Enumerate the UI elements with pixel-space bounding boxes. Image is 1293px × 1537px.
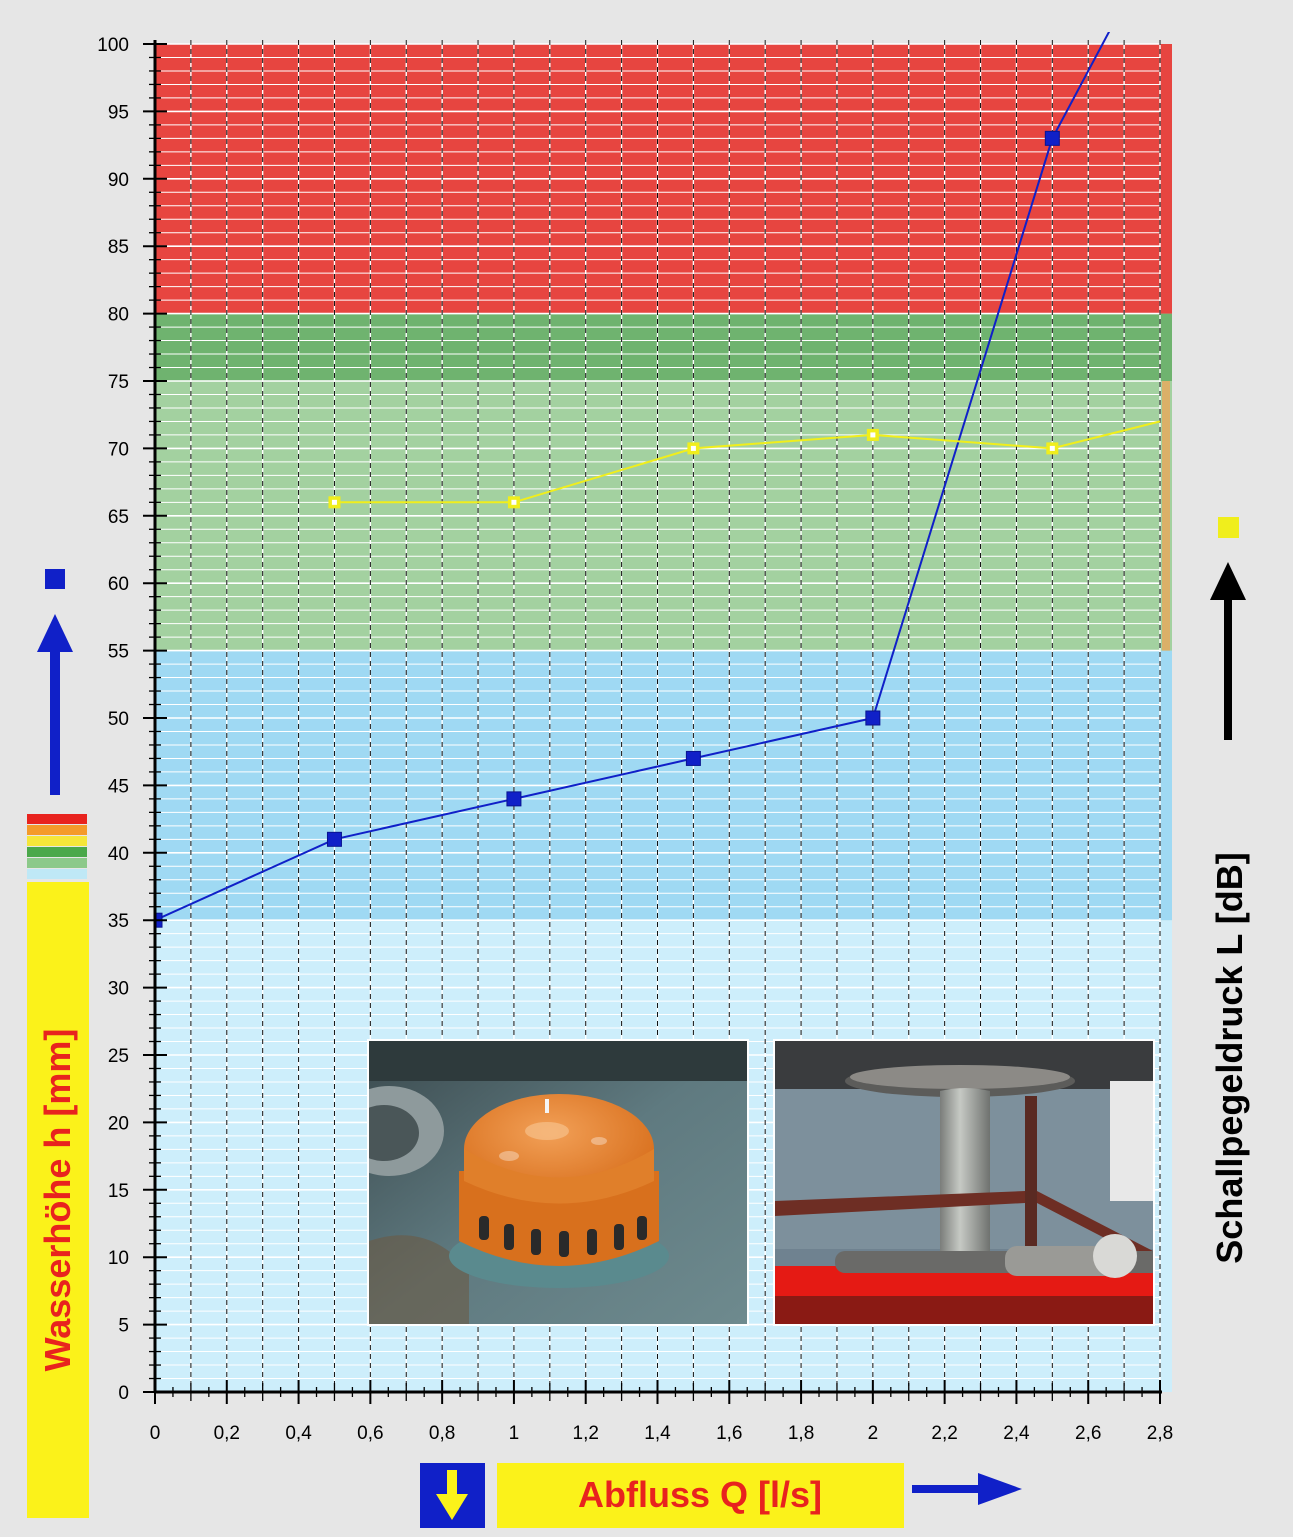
- color-scale-legend-icon: [27, 847, 87, 857]
- data-point-wasserhoehe: [326, 831, 342, 847]
- x-tick-label: 2: [868, 1423, 879, 1444]
- color-scale-legend-icon: [27, 858, 87, 868]
- drain-pipe-illustration: [775, 1041, 1153, 1324]
- color-scale-legend-icon: [27, 825, 87, 835]
- data-point-core-schallpegel: [690, 445, 696, 451]
- data-point-wasserhoehe: [506, 791, 522, 807]
- series-line-schallpegel: [334, 420, 1161, 504]
- x-tick-label: 0,2: [214, 1423, 240, 1444]
- data-point-core-schallpegel: [1049, 445, 1055, 451]
- x-tick-label: 1,4: [644, 1423, 671, 1444]
- y-tick-label: 80: [108, 305, 129, 326]
- series-layer: [155, 32, 1161, 928]
- data-point-core-schallpegel: [511, 499, 517, 505]
- y-tick-label: 20: [108, 1113, 129, 1134]
- arrow-right-blue-icon-head: [978, 1473, 1022, 1505]
- y-tick-label: 25: [108, 1046, 129, 1067]
- x-tick-label: 1,8: [788, 1423, 814, 1444]
- y-tick-label: 65: [108, 507, 129, 528]
- arrow-up-blue-icon-head: [37, 614, 73, 652]
- data-point-core-schallpegel: [870, 432, 876, 438]
- right-edge-strip: [1162, 381, 1170, 651]
- x-tick-label: 1,2: [573, 1423, 599, 1444]
- y-tick-label: 35: [108, 911, 129, 932]
- color-scale-legend-icon: [27, 869, 87, 879]
- photo-drain-pipe-underside: [773, 1039, 1155, 1326]
- y-tick-label: 50: [108, 709, 129, 730]
- blue-square-marker-icon: [45, 569, 65, 589]
- y-tick-label: 70: [108, 439, 129, 460]
- arrow-down-yellow-icon: [447, 1470, 457, 1498]
- data-point-core-schallpegel: [331, 499, 337, 505]
- x-tick-label: 0,8: [429, 1423, 455, 1444]
- y-tick-label: 85: [108, 237, 129, 258]
- drain-cap-illustration: [369, 1041, 747, 1324]
- arrow-up-black-icon-head: [1210, 562, 1246, 600]
- x-tick-label: 2,4: [1003, 1423, 1030, 1444]
- data-point-wasserhoehe: [1044, 130, 1060, 146]
- axes: 0510152025303540455055606570758085909510…: [97, 35, 1173, 1444]
- y-tick-label: 40: [108, 844, 129, 865]
- y-tick-label: 60: [108, 574, 129, 595]
- data-point-wasserhoehe: [865, 710, 881, 726]
- x-tick-label: 1: [509, 1423, 520, 1444]
- y-axis-title: Wasserhöhe h [mm]: [37, 1029, 78, 1372]
- y-tick-label: 5: [118, 1316, 129, 1337]
- arrow-down-yellow-icon-head: [436, 1494, 468, 1520]
- y2-axis-title: Schallpegeldruck L [dB]: [1209, 852, 1250, 1263]
- xlabel-box: [497, 1463, 904, 1528]
- y-tick-label: 75: [108, 372, 129, 393]
- ylabel-box: [27, 882, 89, 1518]
- y-tick-label: 55: [108, 642, 129, 663]
- photo-orange-drain-cap: [367, 1039, 749, 1326]
- color-scale-legend-icon: [27, 814, 87, 824]
- x-tick-label: 2,6: [1075, 1423, 1101, 1444]
- x-axis-title: Abfluss Q [l/s]: [578, 1474, 822, 1515]
- y-tick-label: 0: [118, 1383, 129, 1404]
- x-tick-label: 0,6: [357, 1423, 383, 1444]
- y-tick-label: 10: [108, 1248, 129, 1269]
- x-tick-label: 2,2: [931, 1423, 957, 1444]
- y-tick-label: 100: [97, 35, 129, 56]
- x-tick-label: 1,6: [716, 1423, 742, 1444]
- y-tick-label: 45: [108, 776, 129, 797]
- decorations: Wasserhöhe h [mm] Schallpegeldruck L [dB]…: [27, 517, 1250, 1528]
- x-tick-label: 0,4: [285, 1423, 312, 1444]
- yellow-square-marker-icon: [1218, 517, 1239, 538]
- y-tick-label: 30: [108, 979, 129, 1000]
- data-point-wasserhoehe: [685, 750, 701, 766]
- x-tick-label: 0: [150, 1423, 161, 1444]
- x-tick-label: 2,8: [1147, 1423, 1173, 1444]
- y-tick-label: 15: [108, 1181, 129, 1202]
- y-tick-label: 95: [108, 102, 129, 123]
- band-3: [155, 313, 1172, 381]
- color-scale-legend-icon: [27, 836, 87, 846]
- y-tick-label: 90: [108, 170, 129, 191]
